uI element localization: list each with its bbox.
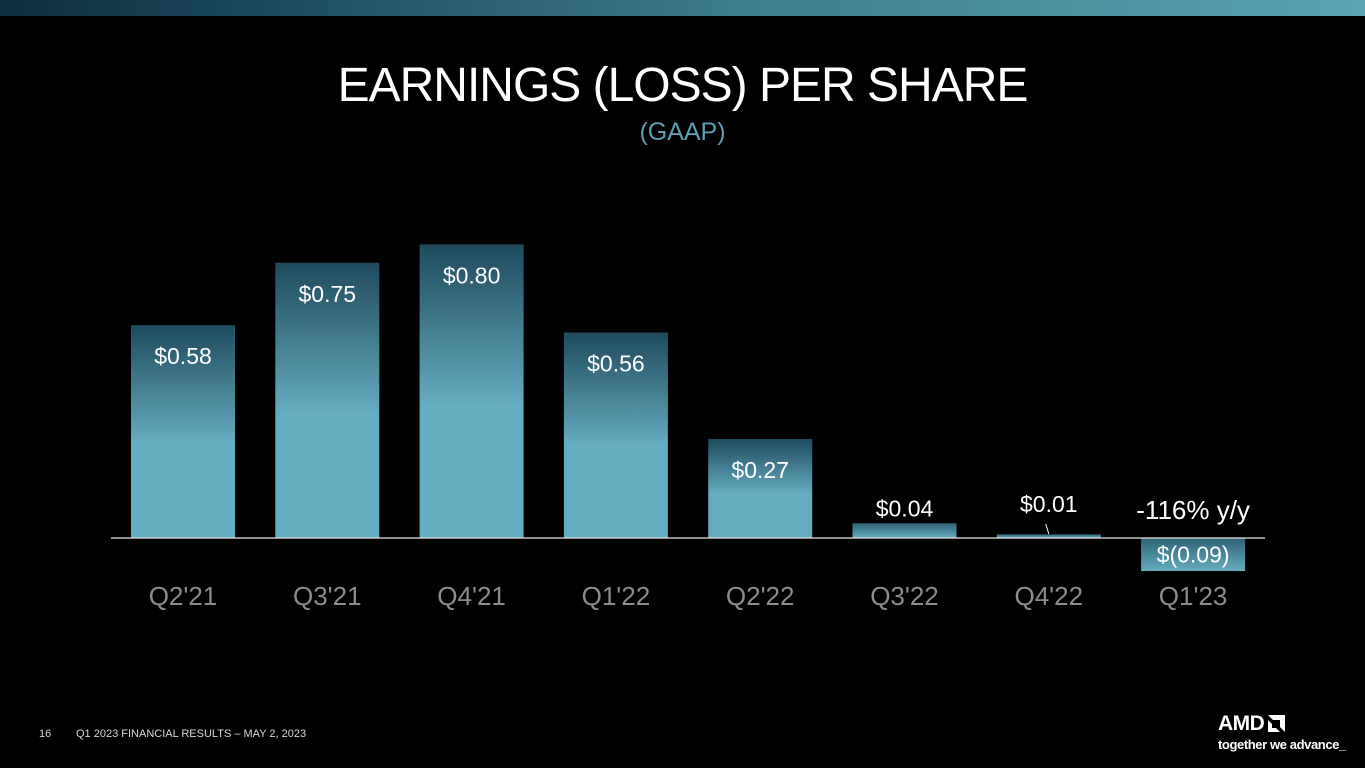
bar-2 <box>275 262 380 538</box>
category-label-5: Q2'22 <box>726 581 795 611</box>
logo-tagline: together we advance_ <box>1218 737 1346 752</box>
bar-1 <box>131 325 235 538</box>
data-label-1: $0.58 <box>154 343 212 369</box>
amd-logo: AMD together we advance_ <box>1218 712 1346 752</box>
logo-wordmark: AMD <box>1218 712 1265 735</box>
bar-8 <box>1141 538 1246 572</box>
yoy-annotation: -116% y/y <box>1136 495 1250 525</box>
category-label-4: Q1'22 <box>582 581 651 611</box>
amd-arrow-icon <box>1268 715 1286 732</box>
category-label-2: Q3'21 <box>293 581 362 611</box>
bar-3 <box>419 244 524 538</box>
data-label-6: $0.04 <box>876 495 934 521</box>
data-label-7: $0.01 <box>1020 491 1078 517</box>
bar-7 <box>996 534 1101 538</box>
slide-title: EARNINGS (LOSS) PER SHARE <box>337 59 1029 112</box>
leader-line-7 <box>1045 523 1050 535</box>
data-label-3: $0.80 <box>443 262 501 288</box>
slide-subtitle: (GAAP) <box>639 118 726 146</box>
category-label-1: Q2'21 <box>149 581 218 611</box>
data-label-5: $0.27 <box>731 457 789 483</box>
footer-text: Q1 2023 FINANCIAL RESULTS – MAY 2, 2023 <box>76 728 307 740</box>
category-label-3: Q4'21 <box>437 581 506 611</box>
category-label-6: Q3'22 <box>870 581 939 611</box>
category-label-8: Q1'23 <box>1159 581 1228 611</box>
bar-6 <box>852 523 957 538</box>
top-accent-bar <box>0 0 1365 16</box>
data-label-4: $0.56 <box>587 350 645 376</box>
data-label-2: $0.75 <box>299 281 357 307</box>
bar-5 <box>708 438 813 538</box>
page-number: 16 <box>39 728 52 740</box>
bar-4 <box>563 332 668 538</box>
category-label-7: Q4'22 <box>1015 581 1084 611</box>
data-label-8: $(0.09) <box>1157 542 1230 568</box>
